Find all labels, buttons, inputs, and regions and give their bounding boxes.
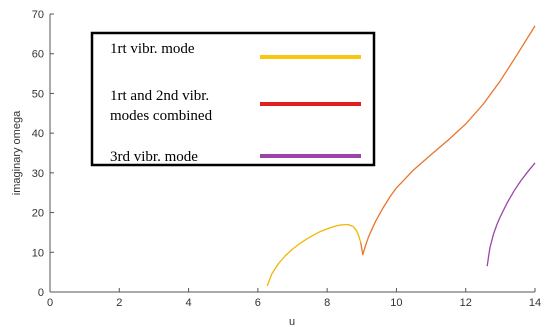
axis-ticks: 0 2 4 6 8 10 12 14 0 10 20 30 40 50 60 70 (32, 9, 541, 309)
x-tick-label: 4 (186, 297, 192, 309)
y-tick-label: 60 (32, 49, 44, 61)
y-axis-label: imaginary omega (11, 110, 23, 195)
x-tick-label: 12 (460, 297, 472, 309)
x-axis-label: u (289, 316, 295, 327)
y-tick-label: 40 (32, 128, 44, 140)
series-line-2 (360, 25, 536, 256)
y-tick-label: 20 (32, 208, 44, 220)
y-tick-label: 30 (32, 168, 44, 180)
x-tick-label: 0 (47, 297, 53, 309)
y-tick-label: 70 (32, 9, 44, 21)
series-line-3 (486, 162, 536, 267)
legend-label-3: 3rd vibr. mode (110, 149, 198, 165)
y-tick-label: 10 (32, 247, 44, 259)
series-line-1 (266, 223, 362, 287)
series-layer (266, 25, 536, 287)
legend-label-2b: modes combined (110, 108, 213, 124)
legend: 1rt vibr. mode 1rt and 2nd vibr. modes c… (90, 31, 376, 167)
legend-label-2a: 1rt and 2nd vibr. (110, 88, 209, 104)
y-tick-label: 50 (32, 88, 44, 100)
y-tick-label: 0 (38, 287, 44, 299)
x-tick-label: 10 (390, 297, 402, 309)
x-tick-label: 2 (116, 297, 122, 309)
legend-label-1: 1rt vibr. mode (110, 41, 195, 57)
x-tick-label: 8 (324, 297, 330, 309)
x-tick-label: 6 (255, 297, 261, 309)
x-tick-label: 14 (529, 297, 541, 309)
